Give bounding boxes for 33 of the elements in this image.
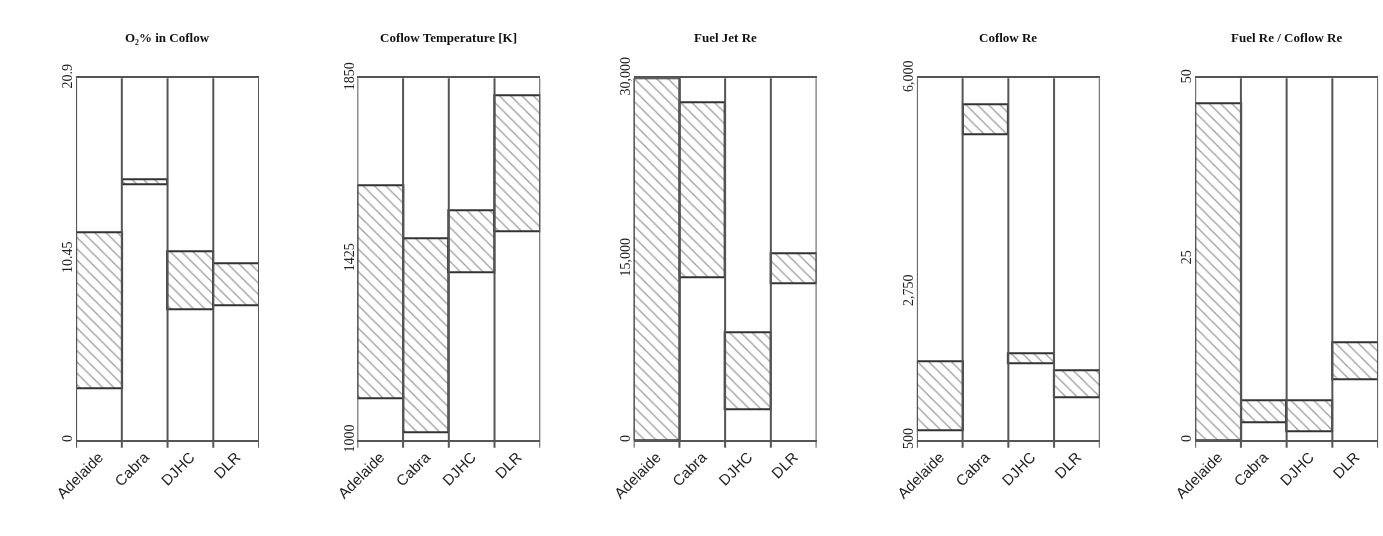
y-tick-label: 500 [901,427,917,449]
bar [1195,102,1243,441]
y-tick-label: 1850 [341,62,357,91]
y-tick-label: 20.9 [60,63,76,89]
bar [166,250,215,311]
bar [961,103,1009,136]
y-tick-label: 6,000 [901,60,917,92]
y-tick-label: 0 [60,434,76,442]
y-tick-label: 30,000 [617,56,633,96]
y-tick-label: 1000 [341,424,357,453]
y-tick-label: 25 [1179,250,1195,265]
y-tick-label: 0 [617,434,633,442]
bar [1052,369,1100,399]
y-tick-label: 2,750 [901,274,917,306]
y-tick-label: 10.45 [60,241,76,274]
bar [1331,341,1379,381]
y-tick-label: 1425 [341,243,357,272]
bar [121,178,169,186]
bar [212,262,260,307]
y-tick-label: 50 [1179,69,1195,84]
bar [1006,352,1055,365]
chart-title: O₂% in Coflow [125,30,210,45]
bar [916,360,964,432]
chart-title: Fuel Jet Re [694,30,758,45]
chart-title: Coflow Re [979,30,1038,45]
bar [723,331,772,411]
chart-title: Fuel Re / Coflow Re [1231,30,1343,45]
chart-title: Coflow Temperature [K] [380,30,517,45]
y-tick-label: 15,000 [617,238,633,277]
bar [357,184,405,400]
y-tick-label: 0 [1179,434,1195,442]
bar [76,231,124,390]
bar [769,252,817,285]
